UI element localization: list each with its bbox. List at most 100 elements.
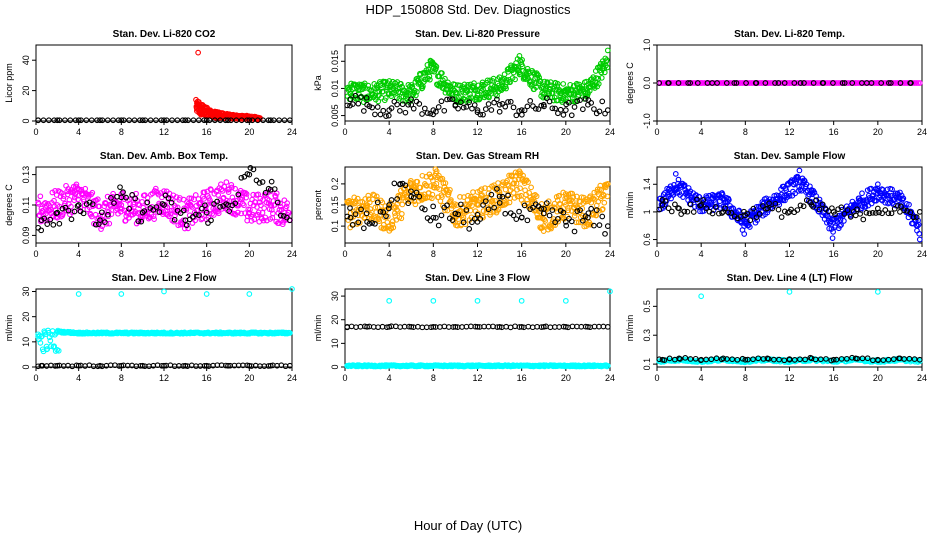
x-tick-label: 16 [829,373,839,383]
x-tick-label: 12 [472,373,482,383]
y-tick-label: 0 [21,364,31,369]
standard-point [547,213,552,218]
plot-frame [345,167,610,243]
x-tick-label: 4 [76,249,81,259]
standard-point [403,110,408,115]
standard-point [503,104,508,109]
panel-temp: Stan. Dev. Li-820 Temp.04812162024-1.00.… [625,29,927,137]
standard-point [508,325,513,330]
y-tick-label: 0.1 [330,220,340,233]
x-tick-label: 12 [472,127,482,137]
y-tick-label: 0.01 [330,80,340,98]
y-tick-label: 0.5 [642,300,652,313]
x-tick-label: 12 [784,249,794,259]
x-tick-label: 8 [431,127,436,137]
sample-point [860,191,865,196]
standard-point [132,118,137,123]
standard-point [669,209,674,214]
y-tick-label: 0 [21,118,31,123]
panel-rh: Stan. Dev. Gas Stream RH048121620240.10.… [313,151,615,259]
x-tick-label: 4 [699,373,704,383]
y-axis-label: degrees C [4,184,14,226]
standard-point [603,232,608,237]
standard-point [472,103,477,108]
series-group [657,290,922,365]
standard-point [779,215,784,220]
x-tick-label: 8 [743,249,748,259]
x-tick-label: 8 [119,373,124,383]
sample-point [561,82,566,87]
x-tick-label: 20 [244,249,254,259]
outlier-point [699,294,704,299]
outlier-point [162,289,167,294]
standard-point [597,223,602,228]
standard-point [36,118,41,123]
x-tick-label: 8 [431,373,436,383]
standard-point [362,109,367,114]
outlier-point [247,292,252,297]
panel-title: Stan. Dev. Li-820 Pressure [415,29,540,40]
x-tick-label: 0 [33,373,38,383]
y-tick-label: 10 [330,338,340,348]
standard-point [467,227,472,232]
x-tick-label: 20 [873,373,883,383]
standard-point [889,211,894,216]
outlier-point [431,299,436,304]
standard-point [801,204,806,209]
plot-frame [36,45,292,121]
plot-frame [657,289,922,367]
y-tick-label: 0.09 [21,227,31,245]
x-tick-label: 24 [605,127,615,137]
x-tick-label: 8 [431,249,436,259]
standard-point [513,324,518,329]
y-tick-label: 0.015 [330,50,340,73]
sample-point [400,212,405,217]
sample-point [529,185,534,190]
y-tick-label: 20 [330,315,340,325]
standard-point [526,324,531,329]
outlier-point [204,292,209,297]
y-tick-label: 40 [21,55,31,65]
x-tick-label: 24 [287,127,297,137]
standard-point [589,206,594,211]
x-tick-label: 24 [287,249,297,259]
x-tick-label: 0 [342,127,347,137]
standard-point [89,118,94,123]
x-tick-label: 0 [342,249,347,259]
x-tick-label: 20 [244,373,254,383]
outlier-point [876,290,881,295]
standard-point [57,221,62,226]
x-tick-label: 20 [873,127,883,137]
standard-point [917,210,922,215]
standard-point [898,210,903,215]
y-tick-label: 0.6 [642,233,652,246]
x-tick-label: 16 [517,249,527,259]
x-tick-label: 16 [202,373,212,383]
y-axis-label: percent [313,189,323,220]
standard-point [486,102,491,107]
standard-point [569,113,574,118]
series-group [345,167,610,236]
standard-point [68,118,73,123]
x-tick-label: 20 [561,127,571,137]
x-tick-label: 12 [159,249,169,259]
standard-point [364,211,369,216]
outlier-point [564,299,569,304]
standard-point [439,99,444,104]
x-tick-label: 12 [159,373,169,383]
x-tick-label: 20 [873,249,883,259]
standard-point [39,228,44,233]
sample-point [602,200,607,205]
series-group [657,168,922,242]
x-tick-label: 8 [743,373,748,383]
sample-point [285,201,290,206]
x-tick-label: 16 [829,249,839,259]
standard-point [525,218,530,223]
standard-point [118,185,123,190]
x-tick-label: 12 [784,127,794,137]
panel-line2: Stan. Dev. Line 2 Flow048121620240102030… [4,273,297,383]
series-group [36,166,292,233]
standard-point [528,99,533,104]
y-tick-label: 0.11 [21,197,31,214]
y-tick-label: -1.0 [642,113,652,129]
